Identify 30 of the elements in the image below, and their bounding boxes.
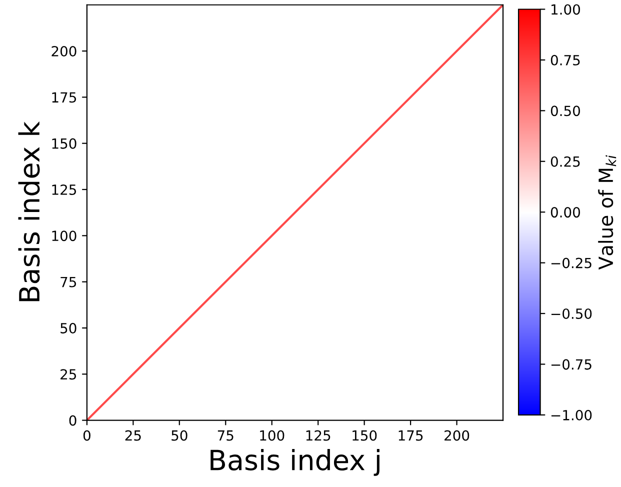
color-bar-label: −0.25 bbox=[551, 258, 592, 268]
color-bar-label: 0.00 bbox=[550, 207, 580, 218]
x-tick-label: 150 bbox=[352, 430, 377, 441]
color-bar-label: 0.75 bbox=[550, 54, 580, 66]
y-tick-label: 0 bbox=[69, 415, 76, 426]
y-tick-label: 175 bbox=[52, 92, 76, 103]
x-tick-label: 25 bbox=[125, 430, 141, 441]
y-tick-label: 200 bbox=[52, 46, 76, 56]
y-tick-label: 75 bbox=[60, 276, 76, 288]
x-tick-label: 200 bbox=[444, 430, 470, 441]
y-tick-label: 150 bbox=[52, 138, 76, 149]
y-axis-title: Basis index k bbox=[18, 121, 40, 302]
x-axis-title: Basis index j bbox=[210, 449, 380, 476]
y-tick-label: 100 bbox=[52, 230, 76, 242]
x-tick-label: 100 bbox=[260, 430, 284, 441]
y-tick-label: 50 bbox=[60, 322, 76, 334]
x-tick-label: 125 bbox=[306, 430, 330, 441]
color-bar-label: −0.50 bbox=[551, 308, 592, 319]
color-bar-label: 1.00 bbox=[552, 4, 580, 15]
color-bar-label: −1.00 bbox=[551, 410, 592, 420]
color-bar-label: 0.25 bbox=[550, 156, 580, 167]
y-tick-label: 125 bbox=[52, 184, 76, 195]
color-bar-title: Value of M$_{ki}$ bbox=[598, 155, 616, 270]
x-tick-label: 50 bbox=[172, 430, 188, 441]
x-tick-label: 0 bbox=[83, 430, 90, 441]
y-tick-label: 25 bbox=[60, 369, 76, 380]
color-bar-label: −0.75 bbox=[551, 359, 592, 370]
color-bar-label: 0.50 bbox=[550, 106, 580, 116]
x-tick-label: 75 bbox=[218, 430, 234, 441]
x-tick-label: 175 bbox=[398, 430, 423, 441]
